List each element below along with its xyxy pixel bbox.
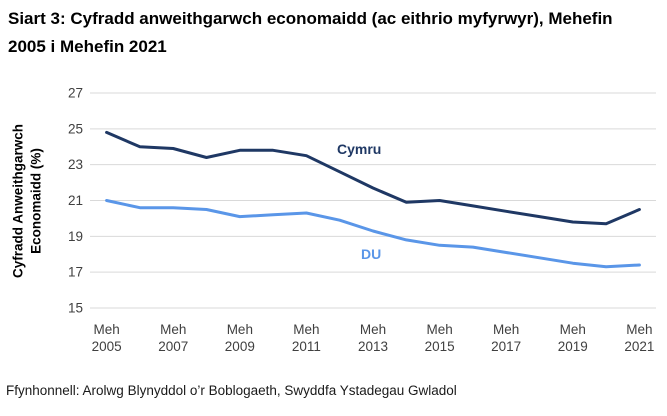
y-tick-label: 15 [68, 301, 83, 316]
x-tick-label: Meh 2019 [558, 322, 588, 354]
line-chart-canvas: 15 17 19 21 23 25 27 Meh 2005 Meh 2007 Meh 2009 Meh 20… [68, 86, 656, 354]
x-tick-label: Meh 2011 [292, 322, 321, 354]
series-line-du [105, 199, 641, 269]
x-tick-label: Meh 2007 [158, 322, 188, 354]
y-tick-label: 25 [68, 121, 83, 136]
series-line-cymru [105, 130, 641, 226]
series-label-du: DU [361, 246, 382, 262]
source-note: Ffynhonnell: Arolwg Blynyddol o’r Boblog… [6, 383, 457, 398]
y-tick-label: 27 [68, 86, 83, 101]
x-tick-label: Meh 2013 [358, 322, 388, 354]
x-tick-label: Meh 2017 [491, 322, 521, 354]
x-tick-label: Meh 2009 [225, 322, 255, 354]
y-tick-label: 21 [68, 193, 83, 208]
x-tick-label: Meh 2005 [92, 322, 122, 354]
y-tick-label: 19 [68, 229, 83, 244]
chart-title: Siart 3: Cyfradd anweithgarwch economaid… [8, 9, 613, 56]
y-tick-label: 23 [68, 157, 83, 172]
x-tick-label: Meh 2015 [425, 322, 455, 354]
series-label-cymru: Cymru [337, 141, 382, 157]
y-tick-label: 17 [68, 265, 83, 280]
x-tick-label: Meh 2021 [624, 322, 654, 354]
